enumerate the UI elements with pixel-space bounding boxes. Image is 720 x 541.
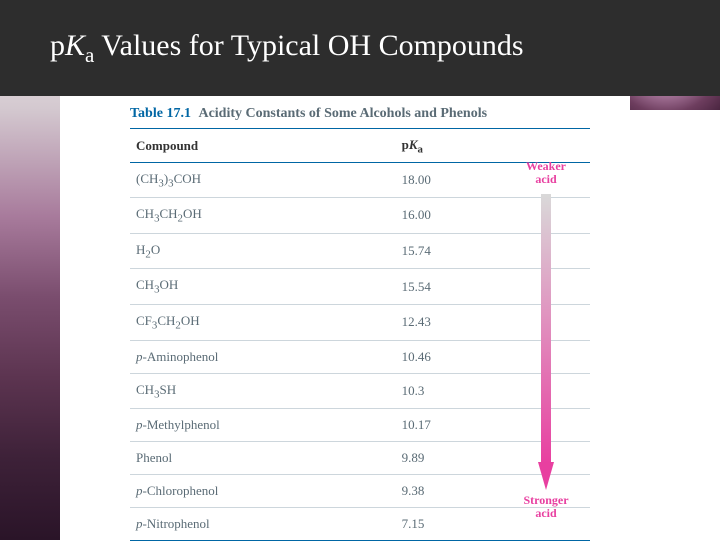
compound-cell: CH3CH2OH bbox=[130, 198, 396, 234]
gradient-arrow-icon bbox=[538, 194, 554, 490]
compound-cell: (CH3)3COH bbox=[130, 162, 396, 198]
stronger-acid-label: Strongeracid bbox=[510, 494, 582, 520]
compound-cell: p-Aminophenol bbox=[130, 340, 396, 373]
slide-title: pKa Values for Typical OH Compounds bbox=[50, 27, 524, 68]
title-prefix: p bbox=[50, 29, 65, 62]
pka-cell: 10.3 bbox=[396, 373, 510, 409]
table-caption-text: Acidity Constants of Some Alcohols and P… bbox=[198, 106, 487, 121]
compound-cell: CH3OH bbox=[130, 269, 396, 305]
col-header-pka: pKa bbox=[396, 129, 510, 162]
acidity-arrow: Weakeracid Strongeracid bbox=[510, 160, 582, 520]
pka-cell: 12.43 bbox=[396, 304, 510, 340]
compound-cell: CH3SH bbox=[130, 373, 396, 409]
compound-cell: CF3CH2OH bbox=[130, 304, 396, 340]
pka-cell: 7.15 bbox=[396, 508, 510, 541]
pka-cell: 15.54 bbox=[396, 269, 510, 305]
table-caption: Table 17.1 Acidity Constants of Some Alc… bbox=[130, 106, 590, 129]
title-sub: a bbox=[85, 43, 94, 67]
pka-cell: 9.38 bbox=[396, 475, 510, 508]
compound-cell: p-Methylphenol bbox=[130, 409, 396, 442]
title-k: K bbox=[65, 29, 85, 62]
weaker-acid-label: Weakeracid bbox=[510, 160, 582, 186]
pka-cell: 15.74 bbox=[396, 233, 510, 269]
pka-cell: 10.17 bbox=[396, 409, 510, 442]
col-header-compound: Compound bbox=[130, 129, 396, 162]
pka-cell: 18.00 bbox=[396, 162, 510, 198]
col-header-arrow bbox=[510, 129, 590, 162]
compound-cell: p-Nitrophenol bbox=[130, 508, 396, 541]
pka-cell: 10.46 bbox=[396, 340, 510, 373]
pka-cell: 9.89 bbox=[396, 442, 510, 475]
compound-cell: p-Chlorophenol bbox=[130, 475, 396, 508]
slide-title-bar: pKa Values for Typical OH Compounds bbox=[0, 0, 720, 96]
compound-cell: H2O bbox=[130, 233, 396, 269]
table-number: Table 17.1 bbox=[130, 106, 191, 121]
compound-cell: Phenol bbox=[130, 442, 396, 475]
title-rest: Values for Typical OH Compounds bbox=[94, 29, 523, 62]
pka-cell: 16.00 bbox=[396, 198, 510, 234]
pka-table-container: Table 17.1 Acidity Constants of Some Alc… bbox=[130, 106, 590, 541]
